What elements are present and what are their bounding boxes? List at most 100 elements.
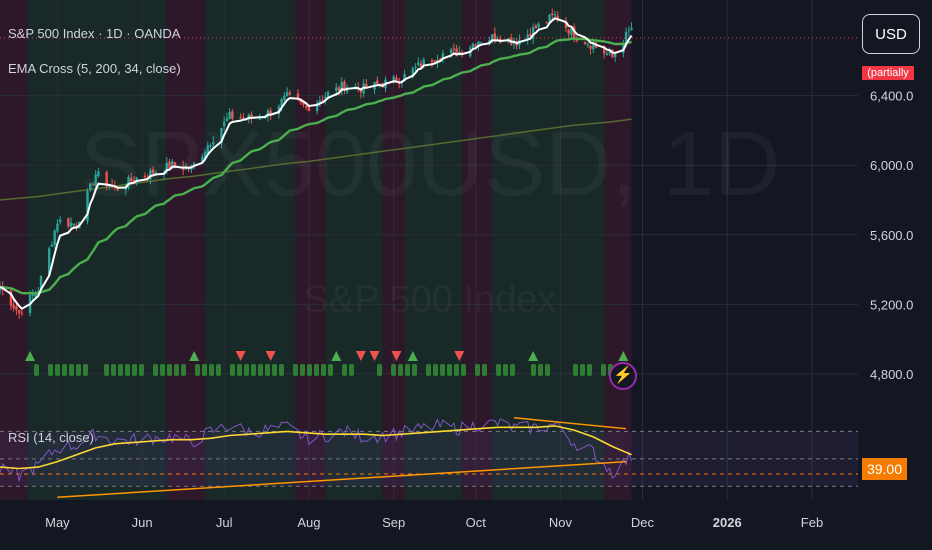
symbol-title[interactable]: S&P 500 Index · 1D · OANDA xyxy=(8,26,181,41)
candle-body xyxy=(149,170,152,180)
candle-body xyxy=(37,290,40,292)
ema-cross-legend[interactable]: EMA Cross (5, 200, 34, close) xyxy=(8,61,181,76)
candle-body xyxy=(307,106,311,112)
trend-dot xyxy=(510,364,515,376)
candle-body xyxy=(452,48,456,50)
trend-dot xyxy=(167,364,172,376)
trend-band xyxy=(205,0,296,500)
candle-body xyxy=(305,105,308,108)
candle-body xyxy=(515,42,518,46)
ema-200-layer xyxy=(0,118,632,201)
candle-body xyxy=(474,44,477,47)
candle-body xyxy=(192,163,196,166)
rsi-support-trendline xyxy=(57,460,627,499)
candle-body xyxy=(376,80,379,85)
candle-body xyxy=(471,43,475,49)
time-tick-label: Dec xyxy=(631,515,655,530)
bearish-cross-marker xyxy=(265,351,276,361)
candle-body xyxy=(86,190,89,221)
candle-body xyxy=(203,151,207,159)
trend-dot xyxy=(454,364,459,376)
candle-body xyxy=(67,218,70,227)
candle-body xyxy=(130,178,133,182)
candle-body xyxy=(228,111,231,120)
candle-body xyxy=(419,63,423,68)
bearish-cross-marker xyxy=(369,351,380,361)
candle-body xyxy=(154,172,158,174)
ema-lines-layer xyxy=(0,17,633,310)
candle-body xyxy=(151,169,155,174)
candle-body xyxy=(324,96,327,99)
watermark-ticker: SPX500USD, 1D xyxy=(80,113,781,215)
candle-body xyxy=(414,66,417,68)
trend-dot xyxy=(538,364,543,376)
trend-dot xyxy=(377,364,382,376)
trend-dot xyxy=(83,364,88,376)
trend-dot xyxy=(496,364,501,376)
candle-body xyxy=(438,58,442,60)
trend-dot xyxy=(181,364,186,376)
candle-body xyxy=(231,111,234,119)
candle-body xyxy=(395,77,398,83)
trend-dot xyxy=(125,364,130,376)
trend-dot xyxy=(587,364,592,376)
candle-body xyxy=(20,312,24,314)
trend-dot xyxy=(174,364,179,376)
candle-body xyxy=(201,156,204,163)
trend-dot xyxy=(482,364,487,376)
ema-5-line xyxy=(0,17,633,310)
candle-body xyxy=(365,83,368,89)
candle-body xyxy=(91,184,95,186)
candle-body xyxy=(441,53,445,59)
candle-body xyxy=(411,68,415,76)
candle-body xyxy=(477,41,480,47)
candle-body xyxy=(586,44,590,46)
watermark-name: S&P 500 Index xyxy=(304,279,557,321)
trend-dot xyxy=(230,364,235,376)
trend-dot xyxy=(405,364,410,376)
lightning-bolt-icon[interactable]: ⚡ xyxy=(609,362,637,390)
rsi-pane[interactable] xyxy=(0,416,858,499)
time-tick-label: Feb xyxy=(801,515,823,530)
trend-dot xyxy=(580,364,585,376)
trend-dot xyxy=(76,364,81,376)
bearish-cross-marker xyxy=(355,351,366,361)
candle-body xyxy=(343,81,346,91)
candle-body xyxy=(392,76,395,81)
candle-body xyxy=(206,145,209,154)
trend-dot xyxy=(440,364,445,376)
candle-body xyxy=(608,51,611,54)
trend-bands-layer xyxy=(0,0,632,500)
candle-body xyxy=(340,81,343,92)
candle-body xyxy=(225,118,229,122)
trend-dot xyxy=(293,364,298,376)
bullish-cross-marker xyxy=(528,351,539,361)
candle-body xyxy=(455,48,458,57)
trend-dot xyxy=(391,364,396,376)
candle-body xyxy=(280,99,283,107)
candle-body xyxy=(583,42,587,45)
candle-body xyxy=(326,92,330,98)
candle-body xyxy=(490,34,494,41)
candle-body xyxy=(168,161,171,169)
rsi-legend[interactable]: RSI (14, close) xyxy=(8,430,94,445)
trend-band xyxy=(166,0,206,500)
candle-body xyxy=(143,176,147,178)
trend-dot xyxy=(195,364,200,376)
candle-body xyxy=(603,45,606,54)
trend-band xyxy=(325,0,383,500)
candle-body xyxy=(39,276,43,291)
candle-body xyxy=(296,93,300,100)
candle-body xyxy=(31,294,35,296)
trend-dot xyxy=(34,364,39,376)
candle-body xyxy=(53,230,56,246)
candle-body xyxy=(116,189,119,191)
trend-dot xyxy=(342,364,347,376)
candle-body xyxy=(592,44,595,50)
trend-dot xyxy=(111,364,116,376)
currency-button[interactable]: USD xyxy=(862,14,920,54)
trend-dot xyxy=(153,364,158,376)
trend-dot xyxy=(475,364,480,376)
price-tick-label: 6,400.0 xyxy=(870,89,913,104)
